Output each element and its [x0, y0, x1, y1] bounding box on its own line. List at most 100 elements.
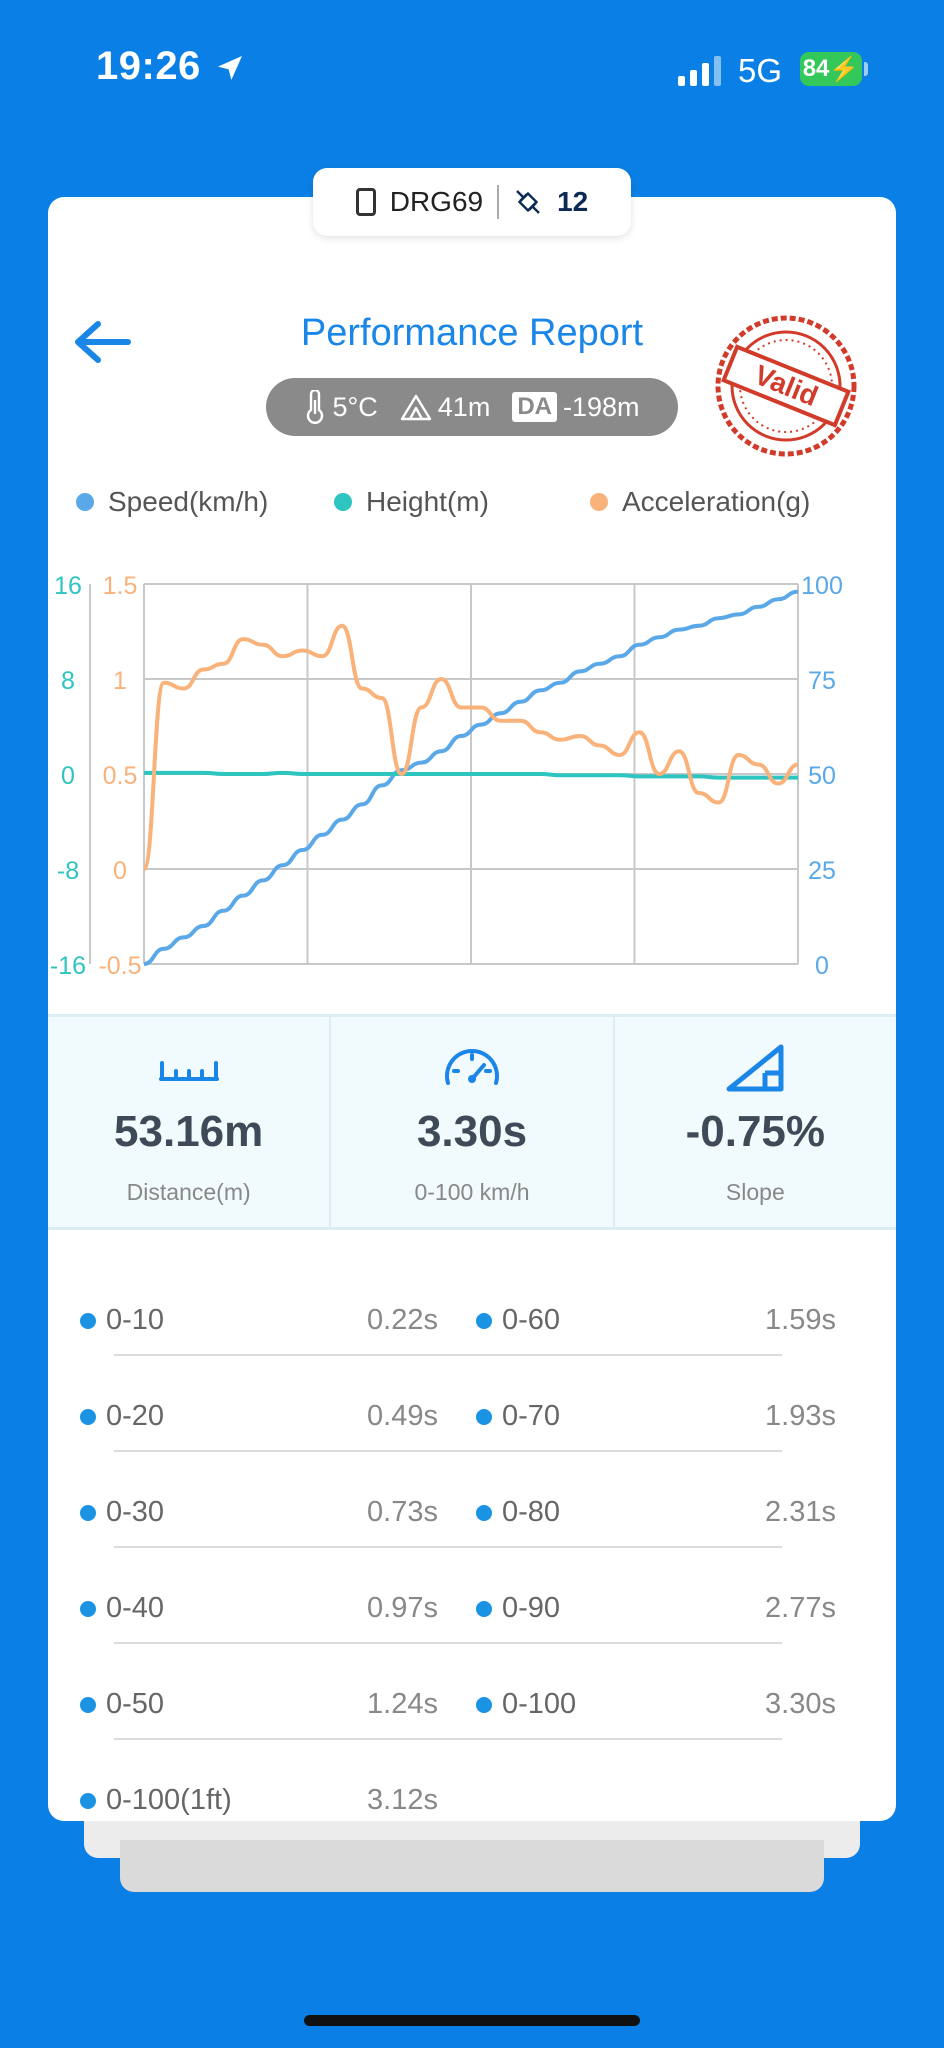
- split-range: 0-60: [502, 1304, 561, 1336]
- split-time-label: 0-40: [80, 1592, 164, 1625]
- split-time-value: 1.93s: [765, 1400, 836, 1432]
- time-0-100-value: 3.30s: [416, 1107, 528, 1156]
- speed-tick-label: 0: [815, 952, 829, 978]
- split-range: 0-70: [502, 1400, 561, 1432]
- battery-icon: 84 ⚡: [800, 52, 862, 86]
- metric-distance: 53.16m Distance(m): [48, 1017, 332, 1227]
- split-time-value: 2.77s: [765, 1592, 836, 1624]
- speed-tick-label: 50: [808, 762, 836, 790]
- height-tick-label: 8: [61, 667, 75, 695]
- phone-icon: [355, 188, 376, 216]
- split-range: 0-100: [502, 1688, 577, 1720]
- height-tick-label: 16: [54, 572, 82, 600]
- split-time-label: 0-60: [476, 1304, 560, 1337]
- device-pill[interactable]: DRG69 12: [313, 168, 631, 236]
- metrics-panel: 53.16m Distance(m) 3.30s 0-100 km/h -0.7…: [48, 1014, 896, 1230]
- split-range: 0-80: [502, 1496, 561, 1528]
- distance-label: Distance(m): [126, 1179, 251, 1205]
- satellite-count: 12: [557, 186, 589, 217]
- legend-acceleration-label: Acceleration(g): [622, 486, 811, 517]
- speed-tick-label: 75: [808, 667, 836, 695]
- legend-speed: Speed(km/h): [76, 486, 268, 518]
- density-altitude-badge: DA: [512, 392, 557, 422]
- row-divider: [114, 1642, 782, 1644]
- location-arrow-icon: [218, 56, 242, 80]
- split-time-label: 0-100: [476, 1688, 576, 1721]
- split-time-value: 0.22s: [367, 1304, 438, 1336]
- density-altitude: -198m: [562, 391, 640, 422]
- temperature: 5°C: [332, 391, 378, 422]
- split-time-label: 0-30: [80, 1496, 164, 1529]
- status-bar: 19:26 5G 84 ⚡: [0, 0, 944, 140]
- split-time-label: 0-20: [80, 1400, 164, 1433]
- legend-speed-dot: [76, 493, 94, 511]
- bullet-dot: [80, 1696, 96, 1713]
- split-time-value: 0.97s: [367, 1592, 438, 1624]
- report-card: [48, 197, 896, 1821]
- cellular-signal-icon: [678, 56, 721, 86]
- mountain-icon: [400, 394, 431, 421]
- legend-height: Height(m): [334, 486, 489, 518]
- bullet-dot: [476, 1696, 492, 1713]
- metric-slope: -0.75% Slope: [615, 1017, 896, 1227]
- chart-legend: Speed(km/h) Height(m) Acceleration(g): [76, 486, 876, 526]
- split-range: 0-30: [106, 1496, 165, 1528]
- bullet-dot: [80, 1792, 96, 1809]
- bullet-dot: [476, 1600, 492, 1617]
- split-time-value: 0.49s: [367, 1400, 438, 1432]
- split-time-value: 1.59s: [765, 1304, 836, 1336]
- acceleration-tick-label: 1: [113, 667, 127, 695]
- split-range: 0-40: [106, 1592, 165, 1624]
- slope-label: Slope: [725, 1179, 785, 1205]
- stacked-card-back-2: [120, 1840, 824, 1892]
- device-name: DRG69: [389, 186, 484, 217]
- metric-acceleration-time: 3.30s 0-100 km/h: [331, 1017, 615, 1227]
- acceleration-tick-label: -0.5: [98, 952, 141, 978]
- row-divider: [114, 1738, 782, 1740]
- battery-tip: [864, 62, 868, 76]
- row-divider: [114, 1450, 782, 1452]
- split-times-row: 0-30 0.73s 0-80 2.31s: [48, 1452, 896, 1548]
- back-arrow-icon[interactable]: [70, 318, 134, 366]
- height-tick-label: -8: [57, 857, 79, 885]
- split-range: 0-10: [106, 1304, 165, 1336]
- bullet-dot: [476, 1504, 492, 1521]
- valid-stamp-icon: Valid: [715, 315, 857, 457]
- page-title: Performance Report: [300, 312, 644, 354]
- bullet-dot: [80, 1312, 96, 1329]
- speed-tick-label: 100: [801, 572, 843, 600]
- acceleration-tick-label: 1.5: [103, 572, 138, 600]
- bullet-dot: [476, 1408, 492, 1425]
- split-time-label: 0-70: [476, 1400, 560, 1433]
- slope-icon: [726, 1044, 784, 1092]
- network-type: 5G: [738, 52, 783, 89]
- distance-value: 53.16m: [114, 1107, 264, 1156]
- split-time-value: 0.73s: [367, 1496, 438, 1528]
- split-times-row: 0-100(1ft) 3.12s: [48, 1740, 896, 1836]
- split-range: 0-20: [106, 1400, 165, 1432]
- altitude: 41m: [437, 391, 491, 422]
- conditions-pill: 5°C 41m DA -198m: [266, 378, 678, 436]
- bullet-dot: [80, 1408, 96, 1425]
- split-time-value: 1.24s: [367, 1688, 438, 1720]
- legend-height-label: Height(m): [366, 486, 489, 517]
- split-time-value: 3.12s: [367, 1784, 438, 1816]
- split-times-row: 0-40 0.97s 0-90 2.77s: [48, 1548, 896, 1644]
- charging-bolt-icon: ⚡: [829, 55, 860, 83]
- status-time: 19:26: [96, 44, 201, 88]
- satellite-icon: [516, 190, 540, 214]
- bullet-dot: [80, 1600, 96, 1617]
- battery-level: 84: [802, 55, 830, 82]
- speed-series-line: [143, 589, 799, 966]
- home-indicator: [304, 2015, 640, 2026]
- split-time-value: 2.31s: [765, 1496, 836, 1528]
- legend-acceleration-dot: [590, 493, 608, 511]
- height-tick-label: -16: [50, 952, 86, 978]
- pill-divider: [497, 185, 500, 219]
- split-times-row: 0-20 0.49s 0-70 1.93s: [48, 1356, 896, 1452]
- height-tick-label: 0: [61, 762, 75, 790]
- split-time-label: 0-90: [476, 1592, 560, 1625]
- split-times-row: 0-10 0.22s 0-60 1.59s: [48, 1260, 896, 1356]
- acceleration-series-line: [142, 623, 799, 871]
- legend-speed-label: Speed(km/h): [108, 486, 269, 517]
